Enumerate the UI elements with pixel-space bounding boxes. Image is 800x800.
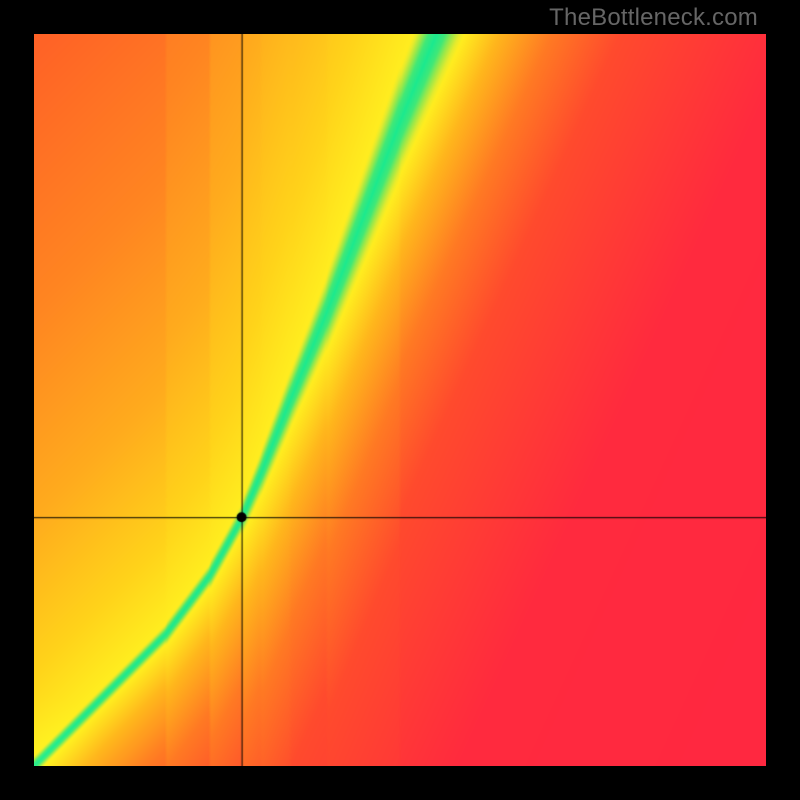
bottleneck-heatmap [34,34,766,766]
chart-container: TheBottleneck.com [0,0,800,800]
attribution-watermark: TheBottleneck.com [549,4,758,32]
